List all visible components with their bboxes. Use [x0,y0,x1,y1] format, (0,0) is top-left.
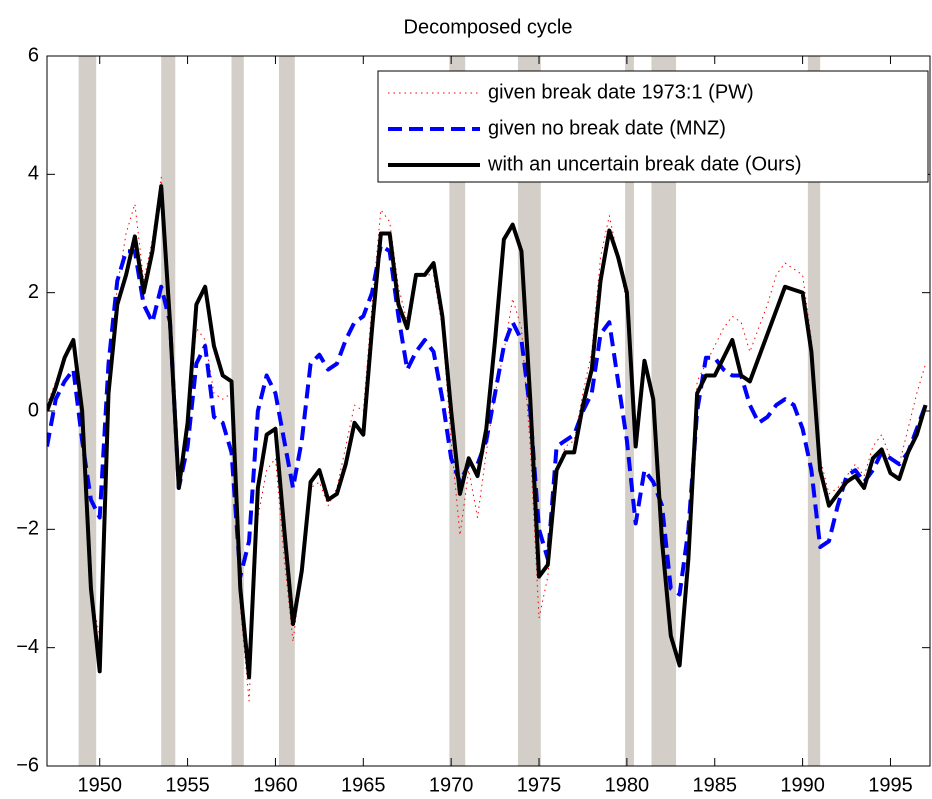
y-tick-label: 4 [28,163,39,185]
plot-frame [46,55,931,767]
recession-band [449,56,466,766]
y-tick-label: 6 [28,44,39,66]
x-tick-label: 1960 [253,774,298,796]
series-line [47,243,928,597]
y-tick-label: 2 [28,281,39,303]
legend-label: with an uncertain break date (Ours) [487,153,802,175]
x-tick-label: 1985 [692,774,737,796]
legend-label: given break date 1973:1 (PW) [488,81,754,103]
x-tick-label: 1975 [517,774,562,796]
chart-title: Decomposed cycle [404,16,573,38]
y-tick-label: −6 [16,754,39,776]
x-tick-label: 1995 [868,774,913,796]
x-tick-label: 1970 [429,774,474,796]
legend-label: given no break date (MNZ) [488,117,726,139]
x-tick-label: 1955 [165,774,210,796]
series-line [47,176,927,702]
x-tick-label: 1990 [780,774,825,796]
y-tick-label: 0 [28,399,39,421]
x-tick-label: 1950 [77,774,122,796]
recession-band [278,56,295,766]
y-tick-label: −2 [16,518,39,540]
series-line [47,184,928,680]
x-tick-label: 1980 [605,774,650,796]
y-tick-label: −4 [16,636,39,658]
recession-band [625,56,634,766]
x-tick-label: 1965 [341,774,386,796]
